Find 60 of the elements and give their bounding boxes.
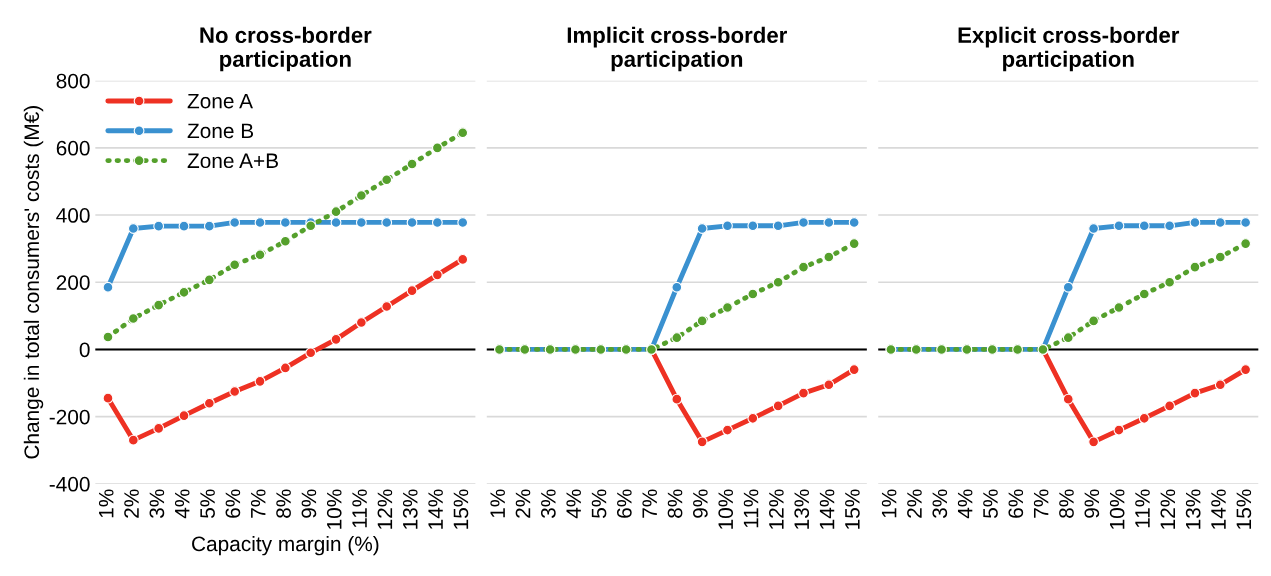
chart-title: No cross-border participation bbox=[200, 26, 372, 72]
y-tick-label: 600 bbox=[56, 140, 90, 156]
x-tick-label: 2% bbox=[515, 489, 531, 518]
x-tick-label: 10% bbox=[1109, 489, 1125, 529]
x-tick-label: 4% bbox=[174, 489, 190, 519]
x-tick-label: 12% bbox=[768, 489, 784, 529]
legend-label: Zone A bbox=[187, 93, 253, 109]
x-tick-label: 8% bbox=[1059, 489, 1074, 518]
y-tick-label: -200 bbox=[49, 409, 90, 425]
x-tick-label: 5% bbox=[591, 489, 607, 518]
x-tick-label: 8% bbox=[667, 489, 683, 518]
x-tick-label: 1% bbox=[881, 489, 897, 518]
x-tick-label: 9% bbox=[692, 489, 708, 518]
x-tick-label: 3% bbox=[540, 489, 556, 519]
x-tick-label: 7% bbox=[250, 489, 266, 518]
x-tick-label: 10% bbox=[718, 489, 734, 529]
x-tick-label: 12% bbox=[1160, 489, 1176, 529]
x-tick-label: 6% bbox=[1008, 489, 1024, 518]
x-tick-label: 1% bbox=[98, 489, 114, 518]
y-tick-label: 400 bbox=[56, 208, 90, 223]
x-tick-label: 6% bbox=[225, 489, 241, 518]
x-tick-label: 2% bbox=[124, 489, 139, 518]
x-tick-label: 13% bbox=[402, 489, 418, 529]
x-tick-label: 14% bbox=[1211, 489, 1226, 529]
x-tick-label: 4% bbox=[957, 489, 973, 519]
x-tick-label: 6% bbox=[616, 489, 632, 518]
x-tick-label: 14% bbox=[819, 489, 835, 529]
x-tick-label: 5% bbox=[200, 489, 215, 518]
x-tick-label: 11% bbox=[743, 489, 759, 528]
y-tick-label: 0 bbox=[79, 342, 90, 358]
y-axis-title: Change in total consumers' costs (M€) bbox=[23, 106, 44, 459]
x-axis-title: Capacity margin (%) bbox=[192, 535, 379, 556]
x-tick-label: 14% bbox=[428, 489, 443, 529]
y-tick-label: -400 bbox=[49, 476, 90, 492]
x-tick-label: 10% bbox=[326, 489, 342, 529]
x-tick-label: 9% bbox=[301, 489, 317, 518]
x-tick-label: 8% bbox=[276, 489, 291, 518]
x-tick-label: 11% bbox=[352, 489, 367, 528]
chart-title: Explicit cross-border participation bbox=[958, 26, 1180, 72]
x-tick-label: 3% bbox=[149, 489, 165, 519]
x-tick-label: 9% bbox=[1084, 489, 1100, 518]
x-tick-label: 4% bbox=[566, 489, 581, 519]
x-tick-label: 15% bbox=[845, 489, 860, 529]
x-tick-label: 15% bbox=[453, 489, 469, 529]
y-tick-label: 200 bbox=[56, 275, 90, 290]
y-tick-label: 800 bbox=[56, 73, 90, 89]
x-tick-label: 15% bbox=[1236, 489, 1252, 529]
x-tick-label: 3% bbox=[932, 489, 948, 519]
x-tick-label: 13% bbox=[1185, 489, 1201, 529]
chart-title: Implicit cross-border participation bbox=[567, 26, 787, 72]
x-tick-label: 1% bbox=[490, 489, 505, 518]
x-tick-label: 7% bbox=[642, 489, 657, 518]
legend-label: Zone A+B bbox=[187, 153, 278, 169]
x-tick-label: 12% bbox=[377, 489, 393, 529]
x-tick-label: 2% bbox=[907, 489, 922, 518]
legend-label: Zone B bbox=[187, 123, 254, 139]
x-tick-label: 11% bbox=[1135, 489, 1150, 528]
x-tick-label: 5% bbox=[983, 489, 998, 518]
x-tick-label: 13% bbox=[794, 489, 810, 529]
x-tick-label: 7% bbox=[1033, 489, 1049, 518]
